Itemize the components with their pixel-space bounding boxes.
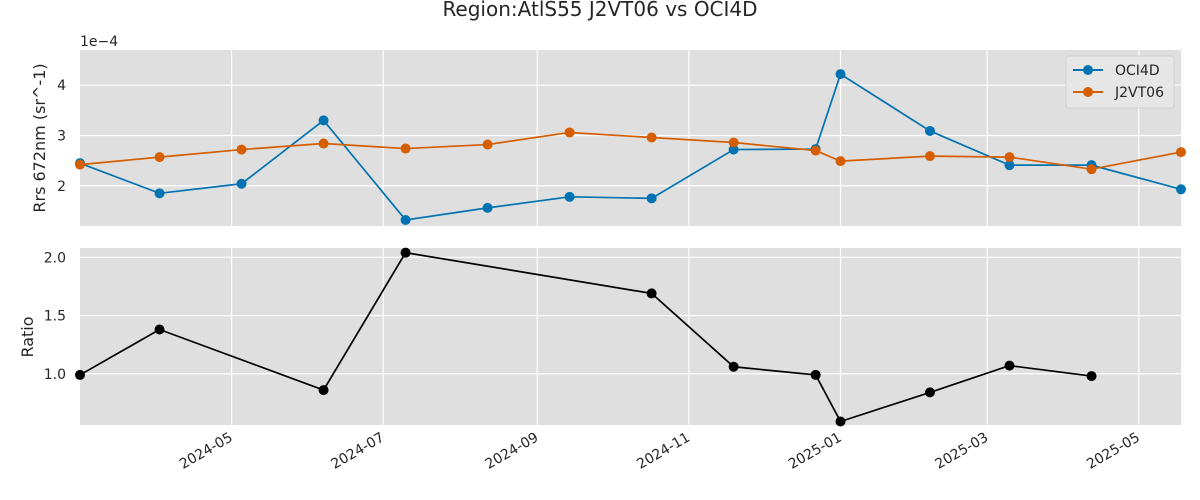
- bottom-series-ratio-point: [400, 247, 411, 258]
- top-y-tick-label: 3: [57, 128, 66, 144]
- x-tick-label: 2024-11: [634, 430, 693, 473]
- legend-marker-oci4d: [1083, 65, 1093, 75]
- top-panel-offset-text: 1e−4: [80, 34, 118, 50]
- x-tick-label: 2024-05: [177, 430, 236, 473]
- top-series-j2vt06-point: [810, 145, 821, 156]
- bottom-series-ratio-point: [728, 361, 739, 372]
- top-series-oci4d-point: [318, 115, 329, 126]
- top-series-oci4d-point: [564, 191, 575, 202]
- legend-marker-j2vt06: [1083, 87, 1093, 97]
- top-series-j2vt06-point: [924, 151, 935, 162]
- bottom-series-ratio-point: [1004, 360, 1015, 371]
- bottom-panel-y-axis-label: Ratio: [18, 316, 37, 357]
- legend: OCI4D J2VT06: [1065, 55, 1175, 109]
- x-tick-label: 2025-01: [786, 430, 845, 473]
- top-series-j2vt06-point: [728, 137, 739, 148]
- top-series-oci4d-point: [400, 214, 411, 225]
- top-series-j2vt06-point: [400, 143, 411, 154]
- top-series-oci4d-point: [646, 193, 657, 204]
- top-series-j2vt06-point: [1086, 164, 1097, 175]
- top-series-oci4d-point: [482, 202, 493, 213]
- top-panel-y-ticks: 2 3 4: [57, 78, 66, 195]
- bottom-panel-y-ticks: 1.0 1.5 2.0: [44, 250, 66, 382]
- top-series-j2vt06-point: [75, 159, 85, 170]
- top-panel: 2 3 4 1e−4 Rrs 672nm (sr^-1) OCI4D J2VT06: [30, 34, 1186, 226]
- legend-label-oci4d: OCI4D: [1115, 63, 1160, 79]
- bottom-panel-background: [80, 248, 1181, 425]
- top-y-tick-label: 2: [57, 179, 66, 195]
- top-series-oci4d-point: [236, 178, 247, 189]
- x-tick-label: 2025-03: [932, 430, 991, 473]
- top-series-j2vt06-point: [564, 127, 575, 138]
- top-series-oci4d-point: [728, 144, 739, 155]
- bottom-series-ratio-point: [810, 369, 821, 380]
- x-tick-label: 2025-05: [1084, 430, 1143, 473]
- bottom-panel-grid: [80, 248, 1181, 425]
- bottom-series-ratio-point: [1086, 371, 1097, 382]
- top-series-oci4d-point: [1176, 184, 1186, 195]
- top-series-j2vt06-point: [835, 156, 846, 167]
- bottom-y-tick-label: 1.0: [44, 367, 66, 383]
- top-series-j2vt06-point: [318, 138, 329, 149]
- bottom-panel: 1.0 1.5 2.0 Ratio: [18, 247, 1181, 427]
- bottom-series-ratio-point: [646, 288, 657, 299]
- bottom-series-ratio-point: [924, 387, 935, 398]
- top-series-j2vt06-point: [482, 139, 493, 150]
- top-series-j2vt06-point: [154, 152, 165, 163]
- bottom-series-ratio-point: [318, 385, 329, 396]
- x-tick-label: 2024-09: [483, 430, 542, 473]
- bottom-series-ratio-point: [835, 416, 846, 427]
- top-panel-series: [75, 69, 1186, 225]
- top-series-oci4d-point: [1004, 160, 1015, 171]
- top-series-j2vt06-point: [646, 132, 657, 143]
- x-axis-ticks: 2024-05 2024-07 2024-09 2024-11 2025-01 2025-…: [177, 430, 1143, 473]
- top-panel-y-axis-label: Rrs 672nm (sr^-1): [30, 63, 49, 212]
- bottom-series-ratio-point: [154, 324, 165, 335]
- legend-label-j2vt06: J2VT06: [1114, 85, 1164, 101]
- top-series-j2vt06-point: [1176, 147, 1186, 158]
- top-panel-background: [80, 50, 1181, 226]
- bottom-panel-series: [75, 247, 1097, 427]
- top-series-oci4d-point: [154, 188, 165, 199]
- bottom-series-ratio-point: [75, 369, 85, 380]
- bottom-y-tick-label: 1.5: [44, 309, 66, 325]
- top-series-oci4d-point: [835, 69, 846, 80]
- chart-title: Region:AtlS55 J2VT06 vs OCI4D: [442, 0, 757, 21]
- x-tick-label: 2024-07: [329, 430, 388, 473]
- top-y-tick-label: 4: [57, 78, 66, 94]
- top-series-j2vt06-point: [236, 144, 247, 155]
- top-series-oci4d-point: [924, 125, 935, 136]
- top-series-j2vt06-point: [1004, 152, 1015, 163]
- bottom-y-tick-label: 2.0: [44, 250, 66, 266]
